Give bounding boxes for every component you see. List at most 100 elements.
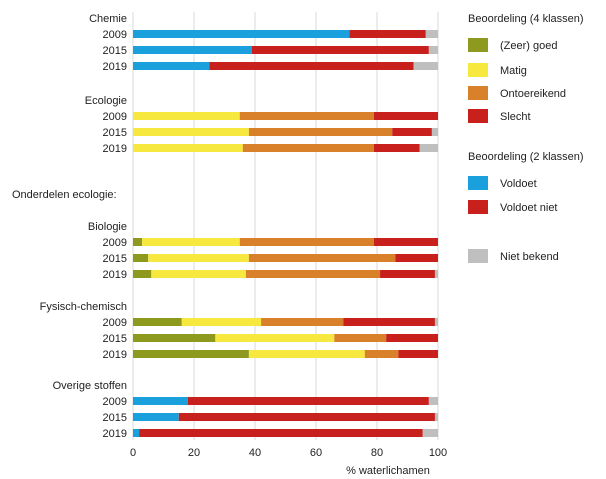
bar-segment-niet-bekend <box>434 318 438 326</box>
year-label: 2015 <box>103 333 127 345</box>
bar-segment-voldoet-niet <box>209 62 414 70</box>
bar-segment-slecht <box>343 318 435 326</box>
bar-segment-slecht <box>373 238 438 246</box>
year-label: 2015 <box>103 253 127 265</box>
year-label: 2009 <box>103 237 127 249</box>
x-axis-title: % waterlichamen <box>346 465 430 477</box>
bar-segment-ontoereikend <box>245 270 381 278</box>
legend-swatch <box>468 109 488 123</box>
bar-segment-slecht <box>373 112 438 120</box>
legend-label: Niet bekend <box>500 251 559 263</box>
x-tick-label: 0 <box>130 447 136 459</box>
bar-segment-niet-bekend <box>434 270 438 278</box>
bar-segment-zeer-goed <box>133 350 249 358</box>
bar-segment-matig <box>133 144 243 152</box>
legend-label: Voldoet <box>500 178 537 190</box>
year-label: 2009 <box>103 111 127 123</box>
bar-segment-voldoet-niet <box>349 30 426 38</box>
bar-segment-matig <box>151 270 246 278</box>
legend-swatch <box>468 249 488 263</box>
bar-segment-ontoereikend <box>239 112 374 120</box>
legend-label: Matig <box>500 65 527 77</box>
bar-segment-zeer-goed <box>133 334 216 342</box>
bar-segment-niet-bekend <box>422 429 438 437</box>
bar-segment-slecht <box>373 144 420 152</box>
grid <box>132 12 439 440</box>
bar-segment-matig <box>148 254 249 262</box>
legend-label: (Zeer) goed <box>500 40 557 52</box>
year-label: 2015 <box>103 412 127 424</box>
legend: Beoordeling (4 klassen) (Zeer) goed Matig O… <box>468 13 584 263</box>
legend-label: Slecht <box>500 111 531 123</box>
bar-segment-voldoet <box>133 397 188 405</box>
bar-segment-matig <box>133 112 240 120</box>
bar-segment-voldoet <box>133 30 350 38</box>
group-label: Chemie <box>89 13 127 25</box>
year-label: 2019 <box>103 61 127 73</box>
year-label: 2019 <box>103 428 127 440</box>
bar-segment-ontoereikend <box>248 128 393 136</box>
bar-segment-niet-bekend <box>428 397 438 405</box>
bar-segment-voldoet-niet <box>139 429 423 437</box>
year-label: 2009 <box>103 396 127 408</box>
bar-segment-voldoet <box>133 46 252 54</box>
year-label: 2015 <box>103 127 127 139</box>
legend-label: Voldoet niet <box>500 202 558 214</box>
bar-segment-niet-bekend <box>419 144 438 152</box>
legend-title: Beoordeling (4 klassen) <box>468 13 584 25</box>
legend-label: Ontoereikend <box>500 88 566 100</box>
bar-segment-ontoereikend <box>242 144 374 152</box>
x-tick-label: 60 <box>310 447 322 459</box>
labels: Onderdelen ecologie: % waterlichamen 0 20… <box>12 13 447 477</box>
group-label: Overige stoffen <box>53 380 127 392</box>
x-tick-label: 20 <box>188 447 200 459</box>
bars <box>133 30 438 437</box>
bar-segment-voldoet-niet <box>251 46 429 54</box>
x-tick-label: 80 <box>371 447 383 459</box>
bar-segment-niet-bekend <box>428 46 438 54</box>
bar-segment-ontoereikend <box>364 350 399 358</box>
bar-segment-niet-bekend <box>425 30 438 38</box>
year-label: 2009 <box>103 317 127 329</box>
bar-segment-matig <box>248 350 365 358</box>
year-label: 2015 <box>103 45 127 57</box>
bar-segment-voldoet <box>133 413 179 421</box>
bar-segment-zeer-goed <box>133 318 182 326</box>
legend-swatch <box>468 38 488 52</box>
bar-segment-matig <box>133 128 249 136</box>
year-label: 2019 <box>103 269 127 281</box>
bar-segment-zeer-goed <box>133 270 152 278</box>
bar-segment-slecht <box>398 350 438 358</box>
bar-segment-matig <box>181 318 262 326</box>
bar-segment-ontoereikend <box>261 318 344 326</box>
x-tick-label: 40 <box>249 447 261 459</box>
section-label: Onderdelen ecologie: <box>12 189 117 201</box>
bar-segment-ontoereikend <box>239 238 374 246</box>
bar-segment-slecht <box>380 270 435 278</box>
bar-segment-voldoet <box>133 62 210 70</box>
bar-segment-zeer-goed <box>133 238 143 246</box>
group-label: Ecologie <box>85 95 127 107</box>
bar-segment-voldoet <box>133 429 140 437</box>
legend-swatch <box>468 176 488 190</box>
bar-segment-matig <box>215 334 335 342</box>
legend-swatch <box>468 200 488 214</box>
bar-segment-slecht <box>386 334 438 342</box>
bar-segment-slecht <box>395 254 438 262</box>
year-label: 2009 <box>103 29 127 41</box>
bar-segment-zeer-goed <box>133 254 149 262</box>
group-label: Fysisch-chemisch <box>40 301 127 313</box>
bar-segment-voldoet-niet <box>187 397 429 405</box>
group-label: Biologie <box>88 221 127 233</box>
bar-segment-niet-bekend <box>434 413 438 421</box>
legend-swatch <box>468 63 488 77</box>
bar-segment-ontoereikend <box>334 334 387 342</box>
bar-segment-slecht <box>392 128 432 136</box>
bar-segment-ontoereikend <box>248 254 396 262</box>
bar-segment-voldoet-niet <box>178 413 435 421</box>
bar-segment-niet-bekend <box>431 128 438 136</box>
year-label: 2019 <box>103 143 127 155</box>
year-label: 2019 <box>103 349 127 361</box>
